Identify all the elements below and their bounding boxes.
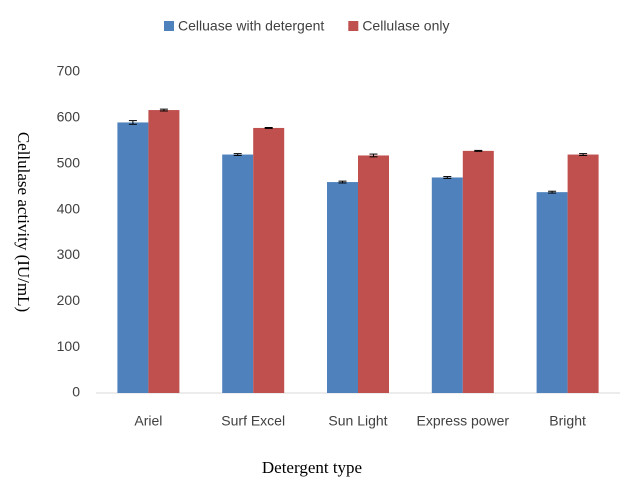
y-tick-label: 0 [72,384,80,400]
error-bar [579,153,588,156]
error-bar [233,153,242,156]
y-axis-label: Cellulase activity (IU/mL) [14,132,33,312]
y-tick-label: 400 [57,200,81,216]
legend-swatch [348,21,359,31]
bar [327,182,358,393]
bar [253,127,285,394]
y-tick-label: 100 [57,338,81,354]
error-bar [369,153,378,158]
bar [358,155,389,393]
error-bar [159,108,168,112]
error-bar [128,120,137,125]
error-bar [548,190,557,194]
legend-label: Celluase with detergent [178,18,324,34]
bar [567,154,599,393]
bar [117,122,149,393]
bar [536,192,568,393]
y-tick-label: 500 [57,154,81,170]
y-tick-label: 600 [57,109,81,125]
x-tick-label: Express power [417,413,510,429]
legend-label: Cellulase only [362,18,449,34]
x-tick-label: Surf Excel [221,413,285,429]
bar [222,154,254,393]
error-bar [443,176,452,179]
error-bar [338,180,347,184]
error-bar [474,149,483,152]
error-bar [264,126,273,129]
x-tick-label: Bright [549,413,586,429]
bar [431,177,463,393]
x-axis-label: Detergent type [262,458,362,477]
y-tick-label: 700 [57,63,81,79]
bar [462,150,494,393]
x-tick-label: Ariel [134,413,162,429]
bar [148,110,180,393]
x-tick-label: Sun Light [328,413,387,429]
legend-swatch [164,21,174,31]
y-tick-label: 200 [57,292,81,308]
y-tick-label: 300 [57,246,81,262]
